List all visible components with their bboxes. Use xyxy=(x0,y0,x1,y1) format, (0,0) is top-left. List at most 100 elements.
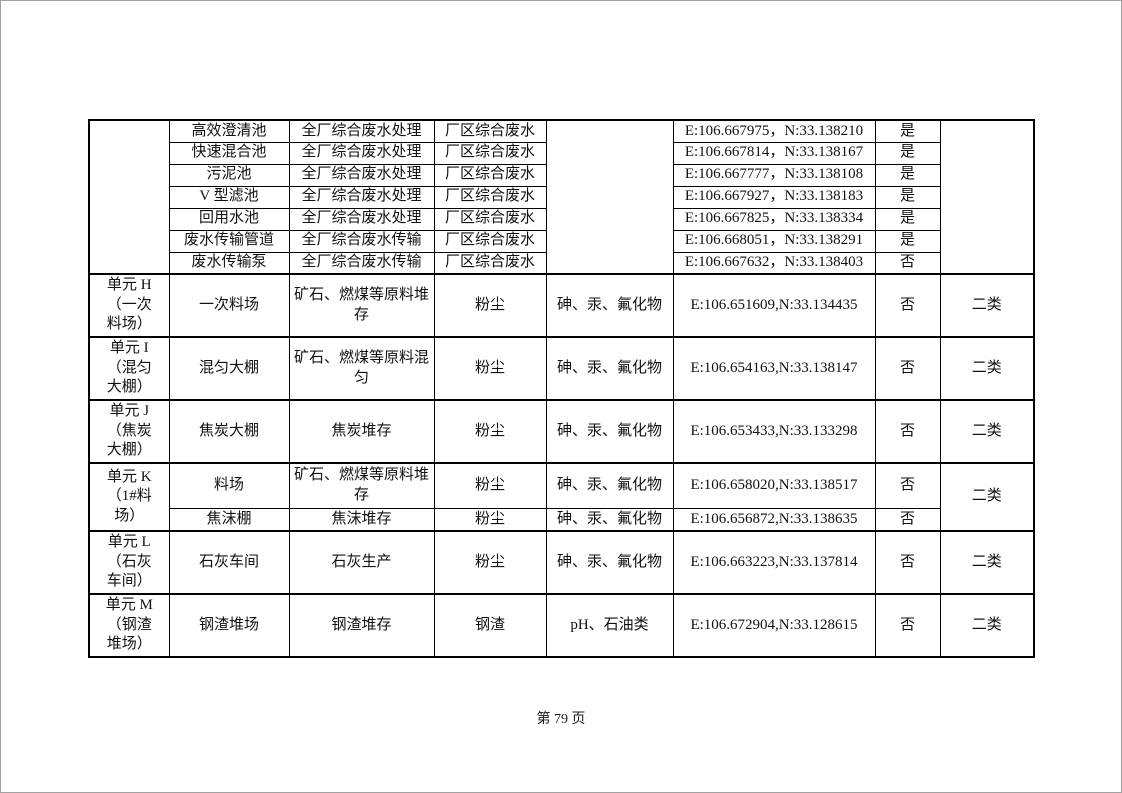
cell-pollutant: 厂区综合废水 xyxy=(433,119,547,143)
cell-function: 矿石、燃煤等原料堆 存 xyxy=(288,462,435,509)
cell-pollutant: 厂区综合废水 xyxy=(433,185,547,209)
cell-facility: 废水传输管道 xyxy=(168,229,290,253)
cell-facility: 石灰车间 xyxy=(168,530,290,595)
table-row: 污泥池 全厂综合废水处理 厂区综合废水 E:106.667777，N:33.13… xyxy=(89,163,1034,187)
cell-facility: 高效澄清池 xyxy=(168,119,290,143)
cell-pollutant: 钢渣 xyxy=(433,593,547,658)
table-row: 单元 K （1#料 场） 料场 矿石、燃煤等原料堆 存 粉尘 砷、汞、氟化物 E… xyxy=(88,462,1035,532)
cell-coordinates: E:106.672904,N:33.128615 xyxy=(672,593,876,658)
monitoring-points-table: 高效澄清池 全厂综合废水处理 厂区综合废水 E:106.667975，N:33.… xyxy=(88,119,1035,658)
cell-pollutant: 粉尘 xyxy=(433,507,547,532)
cell-function: 石灰生产 xyxy=(288,530,435,595)
cell-pollutant: 厂区综合废水 xyxy=(433,207,547,231)
cell-coordinates: E:106.653433,N:33.133298 xyxy=(672,399,876,464)
table-row: 单元 L （石灰 车间） 石灰车间 石灰生产 粉尘 砷、汞、氟化物 E:106.… xyxy=(88,530,1035,595)
cell-function: 全厂综合废水处理 xyxy=(288,163,435,187)
cell-in-scope: 是 xyxy=(874,185,941,209)
cell-in-scope: 是 xyxy=(874,163,941,187)
cell-factors: pH、石油类 xyxy=(545,593,674,658)
cell-coordinates: E:106.658020,N:33.138517 xyxy=(672,462,876,509)
cell-facility: 回用水池 xyxy=(168,207,290,231)
page-number: 第 79 页 xyxy=(536,712,586,727)
cell-category xyxy=(939,119,1035,275)
cell-function: 全厂综合废水处理 xyxy=(288,207,435,231)
table-row: 废水传输泵 全厂综合废水传输 厂区综合废水 E:106.667632，N:33.… xyxy=(89,251,1034,275)
cell-coordinates: E:106.667632，N:33.138403 xyxy=(672,251,876,275)
cell-facility: 焦炭大棚 xyxy=(168,399,290,464)
table-row: 废水传输管道 全厂综合废水传输 厂区综合废水 E:106.668051，N:33… xyxy=(89,229,1034,253)
cell-category: 二类 xyxy=(939,399,1035,464)
cell-factors xyxy=(545,119,674,275)
cell-coordinates: E:106.667927，N:33.138183 xyxy=(672,185,876,209)
cell-function: 矿石、燃煤等原料混 匀 xyxy=(288,336,435,401)
cell-function: 焦炭堆存 xyxy=(288,399,435,464)
cell-in-scope: 是 xyxy=(874,229,941,253)
cell-unit: 单元 I （混匀 大棚） xyxy=(88,336,170,401)
table-row: 高效澄清池 全厂综合废水处理 厂区综合废水 E:106.667975，N:33.… xyxy=(88,119,1035,275)
cell-in-scope: 否 xyxy=(874,399,941,464)
cell-facility: 混匀大棚 xyxy=(168,336,290,401)
cell-pollutant: 厂区综合废水 xyxy=(433,141,547,165)
cell-function: 全厂综合废水处理 xyxy=(288,119,435,143)
cell-facility: 料场 xyxy=(168,462,290,509)
cell-pollutant: 粉尘 xyxy=(433,530,547,595)
cell-in-scope: 是 xyxy=(874,141,941,165)
cell-pollutant: 粉尘 xyxy=(433,462,547,509)
cell-function: 全厂综合废水处理 xyxy=(288,185,435,209)
cell-in-scope: 否 xyxy=(874,462,941,509)
cell-unit: 单元 H （一次 料场） xyxy=(88,273,170,338)
cell-coordinates: E:106.663223,N:33.137814 xyxy=(672,530,876,595)
cell-facility: 钢渣堆场 xyxy=(168,593,290,658)
table-row: 单元 H （一次 料场） 一次料场 矿石、燃煤等原料堆 存 粉尘 砷、汞、氟化物… xyxy=(88,273,1035,338)
cell-in-scope: 否 xyxy=(874,273,941,338)
cell-coordinates: E:106.667825，N:33.138334 xyxy=(672,207,876,231)
cell-factors: 砷、汞、氟化物 xyxy=(545,273,674,338)
cell-category: 二类 xyxy=(939,530,1035,595)
cell-category: 二类 xyxy=(939,336,1035,401)
cell-function: 钢渣堆存 xyxy=(288,593,435,658)
cell-category: 二类 xyxy=(939,273,1035,338)
cell-facility: 焦沫棚 xyxy=(168,507,290,532)
cell-function: 全厂综合废水处理 xyxy=(288,141,435,165)
cell-in-scope: 否 xyxy=(874,251,941,275)
cell-factors: 砷、汞、氟化物 xyxy=(545,399,674,464)
cell-coordinates: E:106.651609,N:33.134435 xyxy=(672,273,876,338)
cell-facility: 快速混合池 xyxy=(168,141,290,165)
cell-factors: 砷、汞、氟化物 xyxy=(545,462,674,509)
table-row: V 型滤池 全厂综合废水处理 厂区综合废水 E:106.667927，N:33.… xyxy=(89,185,1034,209)
cell-in-scope: 是 xyxy=(874,119,941,143)
cell-in-scope: 否 xyxy=(874,336,941,401)
cell-category: 二类 xyxy=(939,593,1035,658)
cell-pollutant: 粉尘 xyxy=(433,399,547,464)
cell-function: 矿石、燃煤等原料堆 存 xyxy=(288,273,435,338)
cell-facility: 一次料场 xyxy=(168,273,290,338)
cell-function: 全厂综合废水传输 xyxy=(288,229,435,253)
table-row: 回用水池 全厂综合废水处理 厂区综合废水 E:106.667825，N:33.1… xyxy=(89,207,1034,231)
cell-pollutant: 厂区综合废水 xyxy=(433,229,547,253)
cell-facility: 废水传输泵 xyxy=(168,251,290,275)
cell-unit: 单元 J （焦炭 大棚） xyxy=(88,399,170,464)
cell-facility: V 型滤池 xyxy=(168,185,290,209)
cell-coordinates: E:106.667975，N:33.138210 xyxy=(672,119,876,143)
cell-pollutant: 厂区综合废水 xyxy=(433,251,547,275)
cell-pollutant: 粉尘 xyxy=(433,273,547,338)
cell-coordinates: E:106.656872,N:33.138635 xyxy=(672,507,876,532)
cell-coordinates: E:106.654163,N:33.138147 xyxy=(672,336,876,401)
cell-function: 全厂综合废水传输 xyxy=(288,251,435,275)
cell-function: 焦沫堆存 xyxy=(288,507,435,532)
cell-factors: 砷、汞、氟化物 xyxy=(545,507,674,532)
cell-factors: 砷、汞、氟化物 xyxy=(545,530,674,595)
cell-unit: 单元 M （钢渣 堆场） xyxy=(88,593,170,658)
cell-factors: 砷、汞、氟化物 xyxy=(545,336,674,401)
cell-unit xyxy=(88,119,170,275)
cell-facility: 污泥池 xyxy=(168,163,290,187)
table-row: 快速混合池 全厂综合废水处理 厂区综合废水 E:106.667814，N:33.… xyxy=(89,141,1034,165)
table-row: 单元 M （钢渣 堆场） 钢渣堆场 钢渣堆存 钢渣 pH、石油类 E:106.6… xyxy=(88,593,1035,658)
cell-pollutant: 厂区综合废水 xyxy=(433,163,547,187)
cell-category: 二类 xyxy=(939,462,1035,532)
table-row: 单元 I （混匀 大棚） 混匀大棚 矿石、燃煤等原料混 匀 粉尘 砷、汞、氟化物… xyxy=(88,336,1035,401)
cell-in-scope: 否 xyxy=(874,530,941,595)
table-row: 焦沫棚 焦沫堆存 粉尘 砷、汞、氟化物 E:106.656872,N:33.13… xyxy=(89,507,1034,532)
cell-coordinates: E:106.668051，N:33.138291 xyxy=(672,229,876,253)
